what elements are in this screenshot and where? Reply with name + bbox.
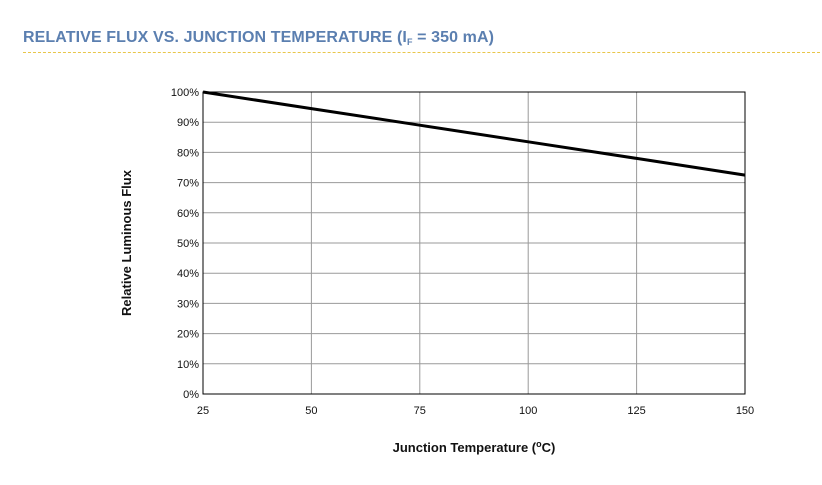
- plot-frame: [202, 91, 746, 395]
- y-tick-label: 70%: [177, 178, 199, 190]
- y-tick-label: 40%: [177, 268, 199, 280]
- y-tick-label: 60%: [177, 208, 199, 220]
- y-tick-label: 10%: [177, 359, 199, 371]
- chart-title-wrap: RELATIVE FLUX VS. JUNCTION TEMPERATURE (…: [23, 28, 820, 52]
- grid-layer: [202, 91, 746, 395]
- y-tick-label: 80%: [177, 147, 199, 159]
- x-axis-label-degree: o: [536, 439, 542, 449]
- chart-title-suffix: = 350 mA): [412, 29, 495, 46]
- x-tick-label: 50: [305, 405, 317, 417]
- x-tick-label: 125: [627, 405, 645, 417]
- y-axis-label: Relative Luminous Flux: [119, 169, 134, 316]
- x-axis-label: Junction Temperature (oC): [393, 439, 556, 455]
- y-tick-label: 30%: [177, 298, 199, 310]
- x-axis-label-main: Junction Temperature (: [393, 440, 537, 455]
- chart-title-main: RELATIVE FLUX VS. JUNCTION TEMPERATURE (…: [23, 29, 407, 46]
- x-axis-label-unit: C): [542, 440, 556, 455]
- x-tick-labels: 25 50 75 100 125 150: [197, 405, 754, 417]
- y-tick-label: 90%: [177, 117, 199, 129]
- series-line-0: [202, 90, 746, 177]
- y-tick-label: 0%: [183, 389, 199, 401]
- chart-title: RELATIVE FLUX VS. JUNCTION TEMPERATURE (…: [23, 28, 820, 52]
- title-divider: [23, 52, 820, 53]
- y-tick-label: 50%: [177, 238, 199, 250]
- x-tick-label: 25: [197, 405, 209, 417]
- x-tick-label: 100: [519, 405, 537, 417]
- chart-title-subscript: F: [406, 37, 413, 47]
- y-tick-labels: 0% 10% 20% 30% 40% 50% 60% 70% 80% 90% 100%: [171, 87, 199, 401]
- x-tick-label: 150: [736, 405, 754, 417]
- series-layer: [202, 90, 746, 177]
- y-tick-label: 20%: [177, 329, 199, 341]
- y-tick-label: 100%: [171, 87, 199, 99]
- x-tick-label: 75: [414, 405, 426, 417]
